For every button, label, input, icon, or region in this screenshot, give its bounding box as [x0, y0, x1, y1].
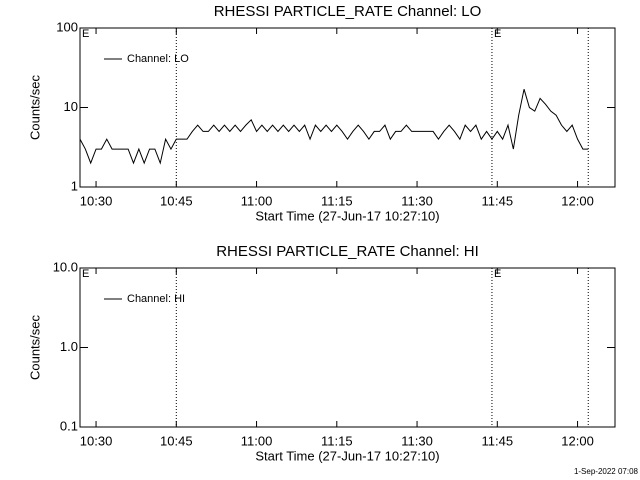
y-tick-label: 10.0 — [53, 259, 78, 274]
annotation: E — [494, 28, 501, 40]
x-tick-label: 11:30 — [401, 193, 433, 208]
annotation: E — [494, 268, 501, 280]
legend-label: Channel: HI — [127, 293, 185, 305]
y-axis-label: Counts/sec — [27, 74, 42, 140]
x-axis-label: Start Time (27-Jun-17 10:27:10) — [255, 208, 439, 223]
x-tick-label: 12:00 — [561, 433, 594, 448]
x-tick-label: 12:00 — [561, 193, 594, 208]
legend-label: Channel: LO — [127, 53, 189, 65]
x-tick-label: 11:15 — [321, 433, 353, 448]
x-tick-label: 11:00 — [241, 193, 273, 208]
x-tick-label: 10:30 — [80, 193, 113, 208]
y-tick-label: 1.0 — [60, 339, 78, 354]
x-tick-label: 10:45 — [160, 193, 193, 208]
x-tick-label: 10:45 — [160, 433, 193, 448]
x-tick-label: 11:00 — [241, 433, 273, 448]
x-axis-label: Start Time (27-Jun-17 10:27:10) — [255, 448, 439, 463]
x-tick-label: 11:30 — [401, 433, 433, 448]
chart-title: RHESSI PARTICLE_RATE Channel: HI — [216, 243, 479, 260]
y-tick-label: 10 — [64, 99, 78, 114]
x-tick-label: 10:30 — [80, 433, 113, 448]
plot-frame — [79, 267, 616, 428]
y-tick-label: 0.1 — [60, 418, 78, 433]
x-tick-label: 11:45 — [482, 193, 514, 208]
data-line — [79, 89, 589, 165]
annotation: E — [82, 28, 89, 40]
y-axis-label: Counts/sec — [27, 314, 42, 380]
footer: 1-Sep-2022 07:08 — [574, 467, 639, 476]
annotation: E — [82, 268, 89, 280]
chart-title: RHESSI PARTICLE_RATE Channel: LO — [214, 3, 482, 20]
x-tick-label: 11:15 — [321, 193, 353, 208]
y-tick-label: 100 — [56, 19, 78, 34]
y-tick-label: 1 — [71, 178, 78, 193]
x-tick-label: 11:45 — [482, 433, 514, 448]
